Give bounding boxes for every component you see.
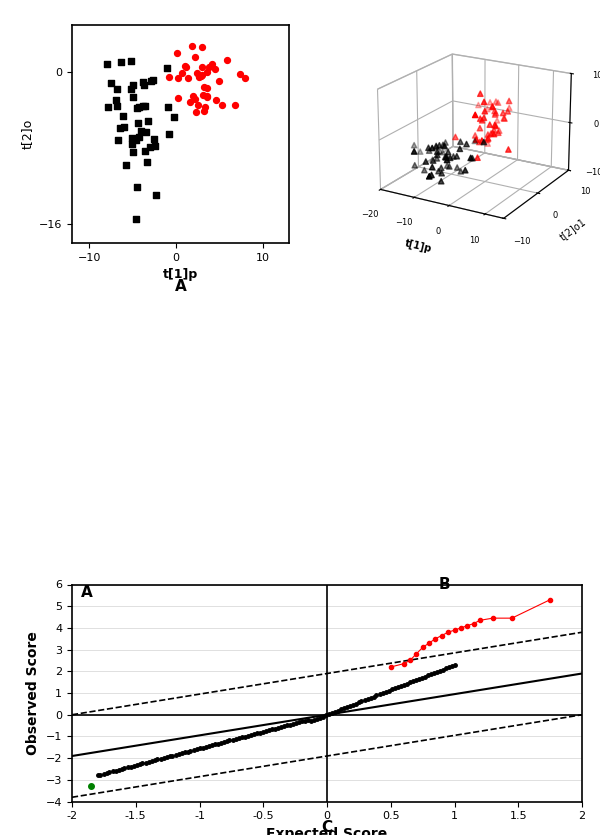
Point xyxy=(150,139,160,152)
Point xyxy=(177,66,187,79)
Point xyxy=(133,116,142,129)
Point xyxy=(164,128,173,141)
X-axis label: Expected Score: Expected Score xyxy=(266,827,388,835)
Point xyxy=(111,94,121,107)
Point xyxy=(208,57,217,70)
Point xyxy=(133,180,142,194)
Point xyxy=(197,40,206,53)
Point xyxy=(197,68,206,82)
Point xyxy=(217,98,227,111)
Point xyxy=(128,78,138,91)
Point xyxy=(119,120,128,134)
Point xyxy=(151,189,161,202)
Y-axis label: t[2]o: t[2]o xyxy=(20,119,34,149)
Point xyxy=(127,131,136,144)
Point xyxy=(107,76,116,89)
Point xyxy=(199,89,208,102)
Text: B: B xyxy=(438,577,450,592)
Point xyxy=(142,155,152,169)
Point xyxy=(103,57,112,70)
Point xyxy=(222,53,232,67)
Point xyxy=(169,110,178,124)
Point xyxy=(128,90,138,104)
Y-axis label: Observed Score: Observed Score xyxy=(26,631,40,755)
Point xyxy=(173,91,182,104)
Point xyxy=(188,39,197,53)
Point xyxy=(235,68,245,81)
Point xyxy=(131,213,141,226)
Point xyxy=(191,93,200,106)
Point xyxy=(103,101,113,114)
Point xyxy=(200,100,210,114)
Point xyxy=(134,101,144,114)
Point xyxy=(191,106,201,119)
Point xyxy=(172,46,182,59)
Point xyxy=(203,89,212,102)
Point xyxy=(211,63,220,76)
Point xyxy=(143,114,153,128)
Point xyxy=(196,69,206,83)
Point xyxy=(173,71,182,84)
Point xyxy=(192,66,202,79)
Point xyxy=(180,59,190,73)
Text: A: A xyxy=(175,279,187,294)
Point xyxy=(163,100,173,114)
Point xyxy=(149,132,159,145)
Point xyxy=(182,60,191,73)
X-axis label: t[1]p: t[1]p xyxy=(404,239,433,255)
Point xyxy=(197,60,207,73)
Point xyxy=(202,81,212,94)
Point xyxy=(146,74,155,88)
Point xyxy=(162,62,172,75)
Point xyxy=(199,104,209,118)
Point xyxy=(140,144,149,157)
Point xyxy=(199,80,209,94)
Point xyxy=(127,138,137,151)
Point xyxy=(211,94,221,107)
Point xyxy=(116,55,126,68)
Point xyxy=(131,134,141,147)
Point xyxy=(113,133,123,146)
Point xyxy=(138,75,148,89)
Point xyxy=(140,99,150,113)
Point xyxy=(194,69,203,83)
Text: A: A xyxy=(81,585,93,600)
Point xyxy=(128,145,138,159)
Point xyxy=(164,70,173,84)
Point xyxy=(126,53,136,67)
Point xyxy=(139,99,148,113)
Point xyxy=(230,99,240,112)
Y-axis label: t[2]o1: t[2]o1 xyxy=(558,216,588,242)
Point xyxy=(141,125,151,139)
Point xyxy=(194,70,204,84)
Point xyxy=(203,90,212,104)
Point xyxy=(126,82,136,95)
Point xyxy=(118,109,128,123)
Point xyxy=(184,72,193,85)
Point xyxy=(190,50,200,63)
Point xyxy=(134,131,144,144)
Point xyxy=(115,122,125,135)
Point xyxy=(214,74,224,88)
Point xyxy=(133,101,142,114)
Point xyxy=(188,89,198,103)
Point xyxy=(145,140,155,154)
Point xyxy=(112,99,122,113)
Point xyxy=(121,159,130,172)
Point xyxy=(112,83,122,96)
Point xyxy=(193,99,203,112)
Text: C: C xyxy=(322,820,332,835)
Point xyxy=(136,124,146,138)
Point xyxy=(148,73,157,87)
Point xyxy=(140,78,149,92)
X-axis label: t[1]p: t[1]p xyxy=(163,268,198,281)
Point xyxy=(202,65,211,78)
Point xyxy=(240,71,250,84)
Point xyxy=(205,60,214,73)
Point xyxy=(185,95,195,109)
